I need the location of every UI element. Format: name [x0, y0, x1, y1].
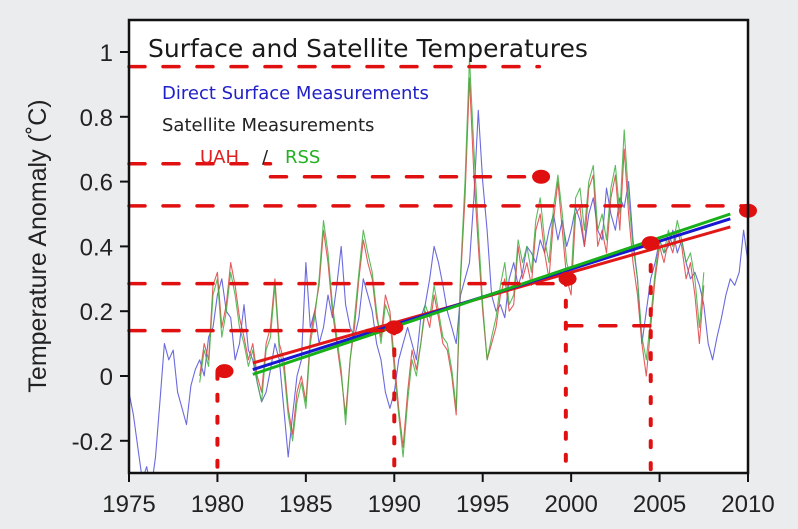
x-tick-label: 1980	[191, 491, 244, 518]
legend-rss: RSS	[285, 147, 320, 168]
x-tick-label: 1985	[279, 491, 332, 518]
x-tick-label: 1990	[368, 491, 421, 518]
series-line-rss	[199, 57, 705, 458]
y-tick-label: 0.2	[80, 299, 113, 326]
y-tick-label: -0.2	[72, 429, 113, 456]
y-axis-title: Temperature Anomaly (˚C)	[24, 99, 52, 392]
series-line-direct-surface-measurements	[129, 109, 748, 473]
y-tick-label: 0.8	[80, 105, 113, 132]
y-tick-label: 0	[100, 364, 113, 391]
legend-satellite: Satellite Measurements	[162, 115, 374, 136]
annotation-marker	[385, 320, 404, 335]
x-tick-label: 2010	[721, 491, 774, 518]
y-tick-label: 1	[100, 40, 113, 67]
y-tick-label: 0.4	[80, 234, 113, 261]
x-tick-label: 1975	[102, 491, 155, 518]
annotation-marker	[532, 169, 551, 184]
annotation-marker	[558, 271, 577, 286]
annotation-marker	[215, 364, 234, 379]
legend-surface: Direct Surface Measurements	[162, 83, 429, 104]
axis-ticks: 1975 1980 1985 1990 1995 2000 2005 2010 -0.2 0 0.2…	[72, 40, 775, 518]
x-tick-label: 1995	[456, 491, 509, 518]
x-tick-label: 2005	[633, 491, 686, 518]
y-tick-label: 0.6	[80, 170, 113, 197]
legend-uah: UAH	[200, 147, 239, 168]
chart-title: Surface and Satellite Temperatures	[148, 34, 588, 63]
legend-slash: /	[262, 147, 269, 168]
x-tick-label: 2000	[544, 491, 597, 518]
annotation-marker	[641, 236, 660, 251]
